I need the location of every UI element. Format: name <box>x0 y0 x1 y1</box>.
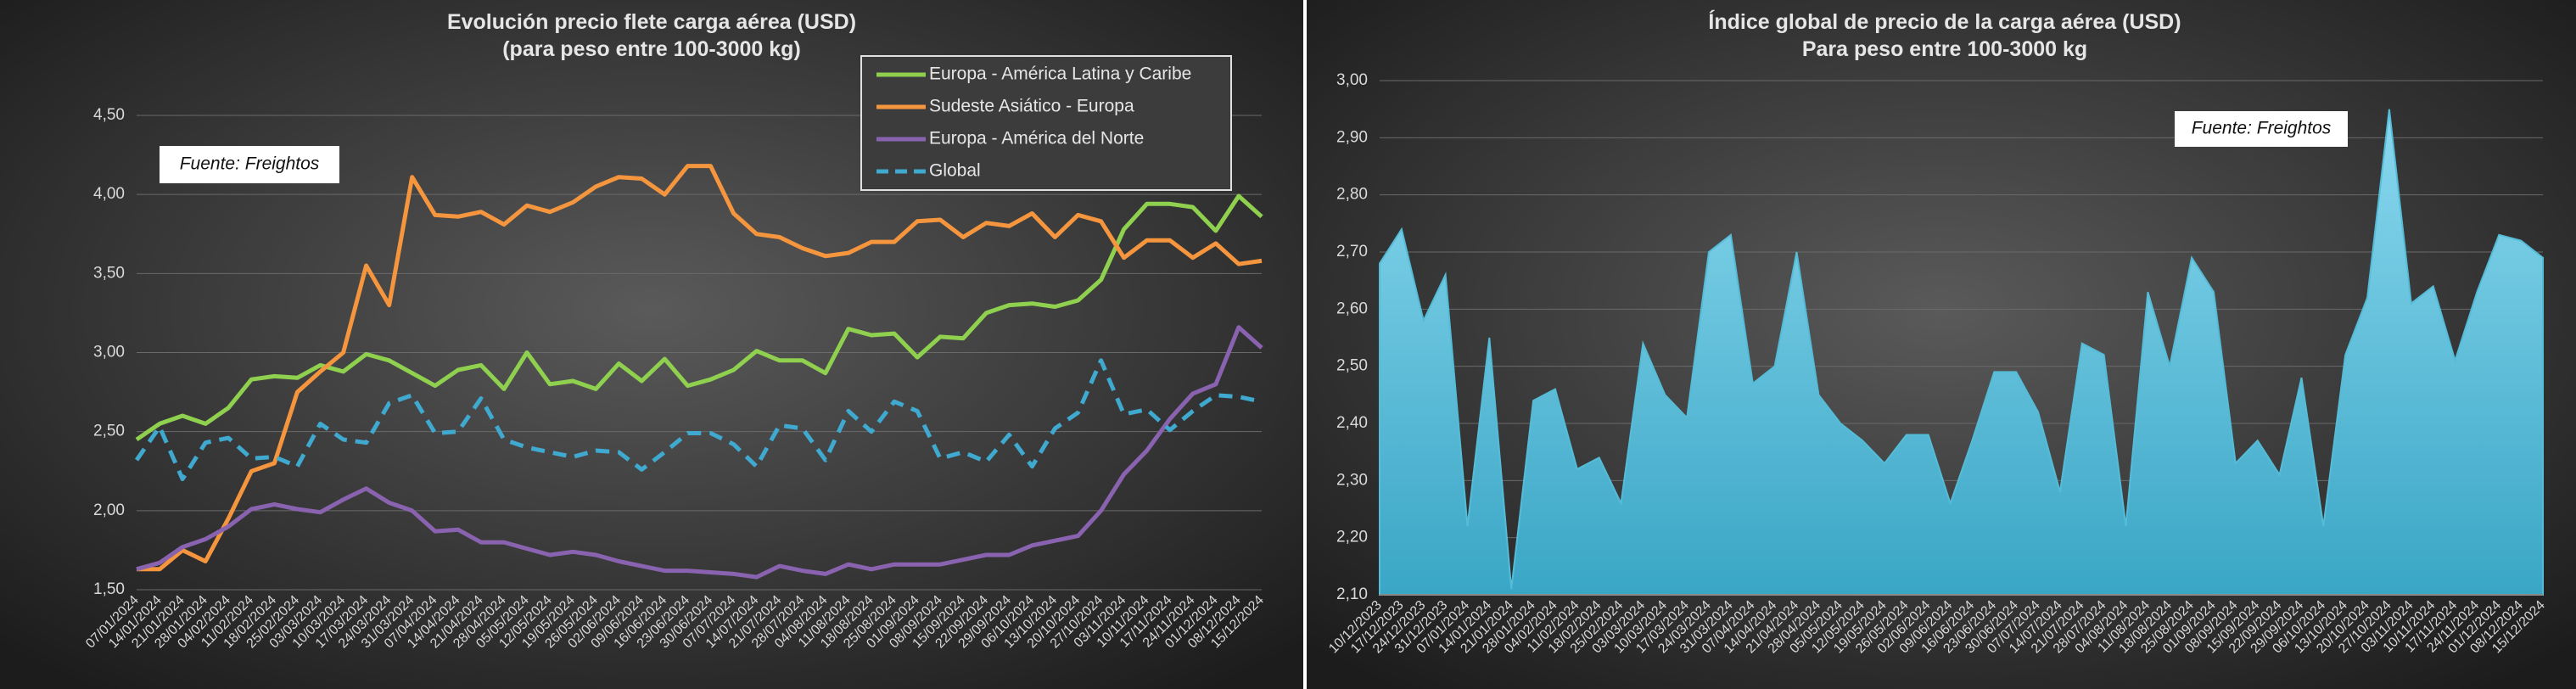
annotation-box <box>160 146 339 183</box>
y-tick-label: 1,50 <box>93 580 125 598</box>
series-line <box>136 325 1263 580</box>
chart-subtitle: (para peso entre 100-3000 kg) <box>502 37 801 61</box>
y-tick-label: 2,30 <box>1336 471 1368 489</box>
y-tick-label: 2,40 <box>1336 414 1368 432</box>
legend-box <box>860 55 1232 191</box>
y-tick-label: 2,50 <box>93 423 125 440</box>
y-tick-label: 2,00 <box>93 501 125 519</box>
y-tick-label: 3,00 <box>1336 71 1368 89</box>
legend: Europa - América Latina y Caribe Sudeste … <box>860 55 1232 191</box>
y-tick-label: 3,50 <box>93 264 125 282</box>
y-tick-label: 2,80 <box>1336 186 1368 204</box>
legend-label: Sudeste Asiático - Europa <box>929 97 1134 116</box>
chart-subtitle: Para peso entre 100-3000 kg <box>1802 37 2087 61</box>
y-tick-label: 2,70 <box>1336 243 1368 260</box>
series-line <box>134 358 1263 482</box>
y-tick-label: 2,10 <box>1336 585 1368 603</box>
y-tick-label: 2,20 <box>1336 529 1368 546</box>
y-tick-label: 3,00 <box>93 344 125 361</box>
y-tick-label: 4,00 <box>93 185 125 203</box>
legend-label: Europa - América del Norte <box>929 129 1144 148</box>
annotation: Fuente: Freightos <box>180 154 320 174</box>
chart-title: Índice global de precio de la carga aére… <box>1708 9 2181 34</box>
y-tick-label: 2,90 <box>1336 128 1368 146</box>
chart-title: Evolución precio flete carga aérea (USD) <box>447 10 856 34</box>
annotation-box <box>2175 111 2348 147</box>
y-tick-label: 4,50 <box>93 106 125 124</box>
y-tick-label: 2,50 <box>1336 357 1368 375</box>
area <box>1379 109 2544 596</box>
legend-label: Global <box>929 161 981 181</box>
legend-label: Europa - América Latina y Caribe <box>929 64 1191 84</box>
y-tick-label: 2,60 <box>1336 300 1368 317</box>
annotation: Fuente: Freightos <box>2192 119 2332 138</box>
series-line <box>137 164 1263 572</box>
